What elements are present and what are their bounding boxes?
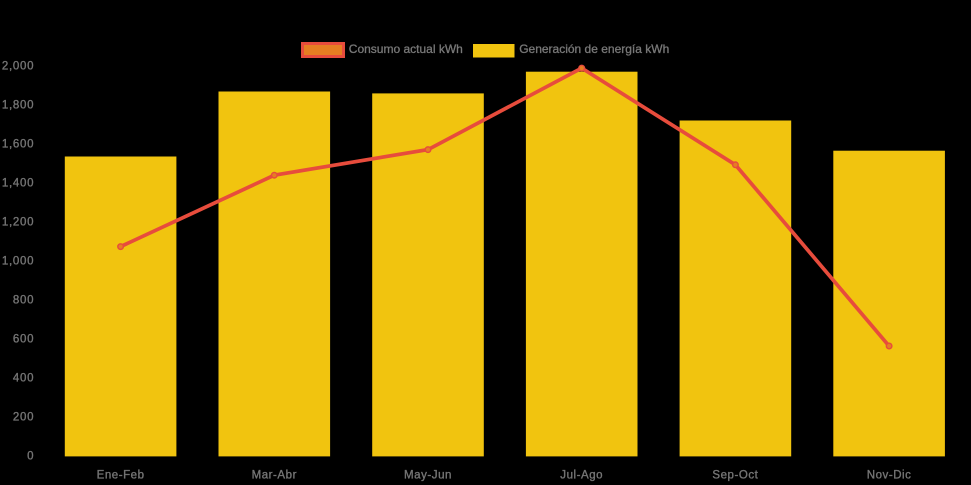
svg-text:400: 400	[13, 373, 34, 385]
svg-text:1,200: 1,200	[2, 217, 34, 229]
svg-text:600: 600	[13, 334, 34, 346]
svg-text:1,400: 1,400	[2, 178, 34, 190]
svg-text:200: 200	[13, 412, 34, 424]
svg-text:1,000: 1,000	[2, 256, 34, 268]
svg-text:Generación de energía kWh: Generación de energía kWh	[519, 42, 669, 56]
svg-text:0: 0	[27, 451, 34, 463]
svg-text:2,000: 2,000	[2, 61, 34, 73]
svg-text:1,800: 1,800	[2, 99, 34, 111]
svg-text:1,600: 1,600	[2, 139, 34, 151]
svg-text:Nov-Dic: Nov-Dic	[867, 470, 912, 482]
svg-text:May-Jun: May-Jun	[404, 470, 452, 482]
svg-text:Consumo actual kWh: Consumo actual kWh	[349, 42, 463, 56]
svg-text:800: 800	[13, 295, 34, 307]
svg-text:Mar-Abr: Mar-Abr	[252, 470, 297, 482]
svg-text:Sep-Oct: Sep-Oct	[712, 470, 758, 482]
svg-text:Jul-Ago: Jul-Ago	[560, 470, 603, 482]
svg-text:Ene-Feb: Ene-Feb	[97, 470, 145, 482]
